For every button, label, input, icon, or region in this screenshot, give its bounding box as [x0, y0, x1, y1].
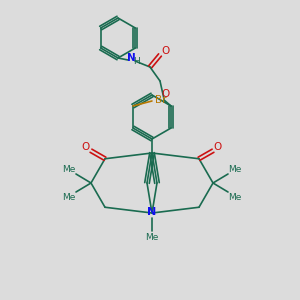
- Text: Me: Me: [145, 233, 159, 242]
- Text: Me: Me: [62, 164, 76, 173]
- Text: O: O: [161, 46, 169, 56]
- Text: O: O: [161, 89, 169, 99]
- Text: N: N: [127, 53, 135, 63]
- Text: Me: Me: [228, 193, 242, 202]
- Text: Me: Me: [228, 164, 242, 173]
- Text: N: N: [147, 207, 157, 217]
- Text: O: O: [214, 142, 222, 152]
- Text: Me: Me: [62, 193, 76, 202]
- Text: H: H: [134, 58, 140, 67]
- Text: Br: Br: [155, 95, 167, 105]
- Text: O: O: [82, 142, 90, 152]
